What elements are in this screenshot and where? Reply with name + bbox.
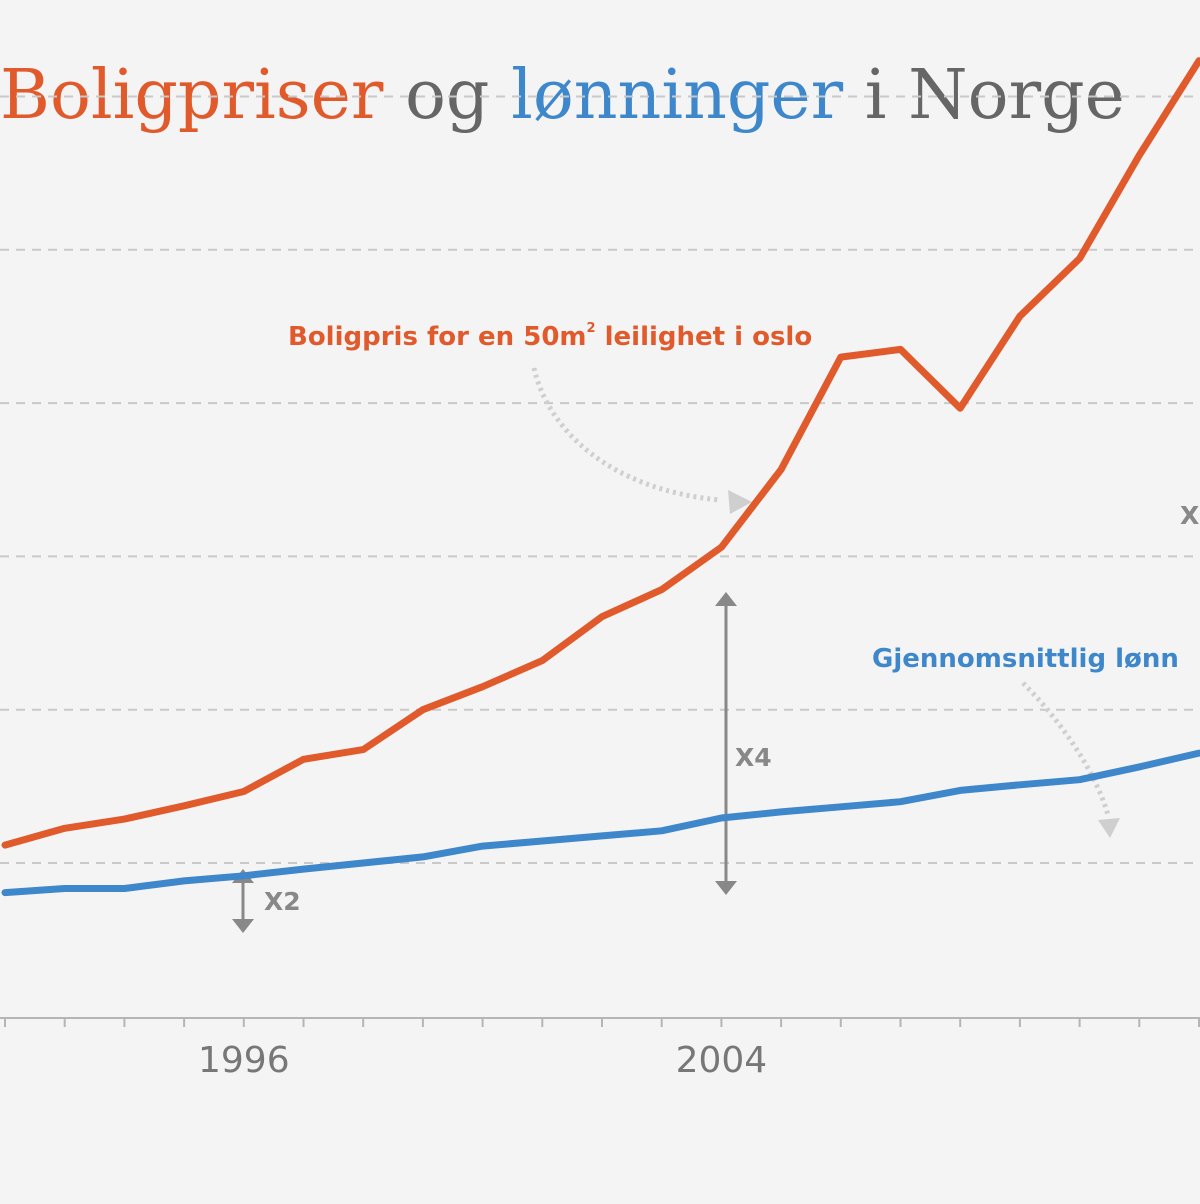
wage-pointer-arrowhead — [1098, 818, 1120, 838]
gap-arrow-2004-head-top — [715, 592, 737, 606]
x-tick-label: 2004 — [676, 1040, 768, 1081]
house-price-line — [1, 57, 1200, 849]
house-label-main: Boligpris for en 50m — [288, 322, 587, 352]
x-tick-label: 1996 — [198, 1040, 290, 1081]
house-label-tail: leilighet i oslo — [596, 322, 813, 352]
multiplier-right-label: X — [1180, 501, 1199, 530]
decorative-arrows — [232, 367, 1120, 933]
multiplier-2004-label: X4 — [735, 743, 772, 772]
house-series-label: Boligpris for en 50m2 leilighet i oslo — [288, 321, 812, 352]
gap-arrow-2004 — [715, 592, 737, 895]
multiplier-1996-label: X2 — [264, 887, 301, 916]
wage-series-label: Gjennomsnittlig lønn — [872, 644, 1179, 674]
wage-pointer-arrow — [1021, 681, 1111, 816]
title-word-boligpriser: Boligpriser — [0, 56, 384, 135]
gap-arrow-2004-head-bottom — [715, 881, 737, 895]
wage-line — [1, 749, 1200, 897]
gap-arrow-1996-head-bottom — [232, 919, 254, 933]
house-pointer-arrow — [531, 367, 721, 503]
x-axis: 1996 2004 — [0, 1017, 1200, 1081]
house-label-superscript: 2 — [587, 321, 596, 336]
series-lines — [1, 57, 1200, 897]
house-pointer-arrowhead — [728, 490, 752, 514]
gridlines — [0, 95, 1200, 864]
